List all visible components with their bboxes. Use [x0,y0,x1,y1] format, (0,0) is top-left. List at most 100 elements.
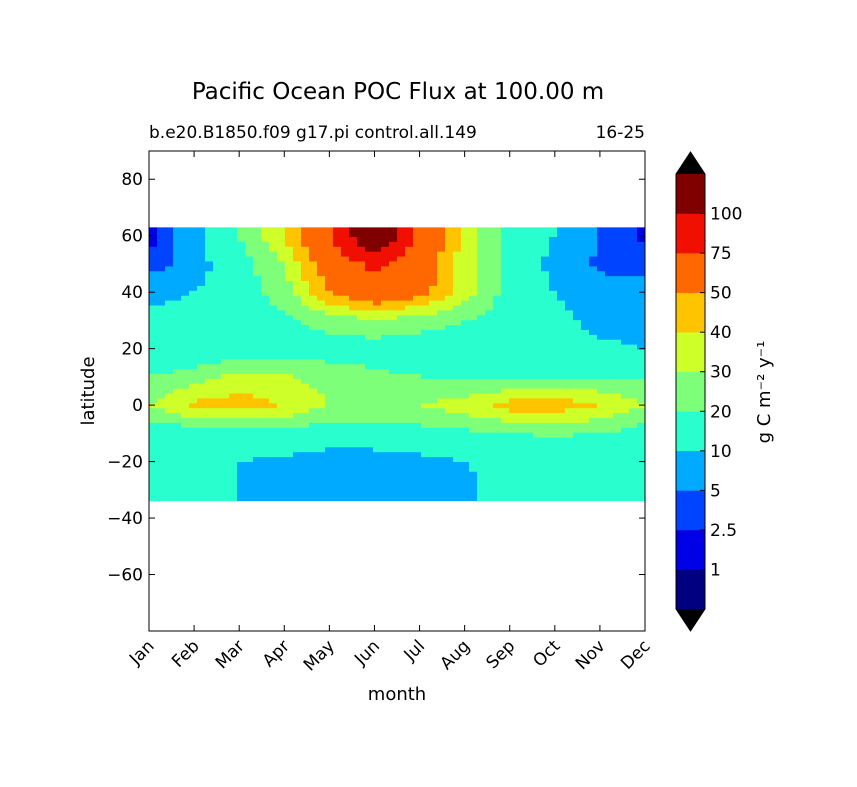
contour-cell [557,246,566,253]
contour-cell [261,359,270,365]
contour-cell [613,256,622,263]
contour-cell [301,442,310,448]
contour-cell [309,285,318,292]
contour-cell [293,427,302,434]
contour-cell [277,432,286,439]
contour-cell [389,364,398,370]
contour-cell [301,349,310,355]
contour-cell [469,466,478,473]
contour-cell [461,496,470,502]
contour-cell [389,466,398,473]
contour-cell [501,305,510,311]
contour-cell [181,461,190,468]
contour-cell [357,344,366,351]
contour-cell [493,325,502,331]
contour-cell [541,290,550,297]
contour-cell [533,329,542,336]
contour-cell [189,364,198,370]
contour-cell [605,329,614,336]
contour-cell [325,266,334,272]
contour-cell [229,422,238,429]
contour-cell [397,364,406,370]
contour-cell [317,320,326,326]
contour-cell [637,232,645,238]
contour-cell [429,359,438,365]
contour-cell [253,491,262,497]
contour-cell [285,276,294,282]
contour-cell [173,427,182,434]
contour-cell [469,403,478,409]
contour-cell [469,378,478,385]
contour-cell [573,320,582,326]
contour-cell [189,486,198,492]
contour-cell [605,237,614,243]
contour-cell [237,422,246,429]
contour-cell [229,481,238,488]
contour-cell [565,334,574,341]
contour-cell [237,256,246,263]
contour-cell [261,271,270,277]
contour-cell [469,339,478,346]
contour-cell [389,437,398,444]
contour-cell [573,232,582,238]
contour-cell [197,276,206,282]
contour-cell [285,496,294,502]
contour-cell [333,378,342,385]
contour-cell [325,417,334,424]
contour-cell [277,457,286,463]
contour-cell [565,388,574,395]
contour-cell [557,364,566,370]
contour-cell [405,271,414,277]
contour-cell [253,466,262,473]
contour-cell [293,359,302,365]
contour-cell [637,427,645,434]
contour-cell [405,364,414,370]
contour-cell [413,457,422,463]
contour-cell [205,457,214,463]
contour-cell [381,373,390,380]
contour-cell [453,339,462,346]
contour-cell [605,408,614,414]
contour-cell [501,232,510,238]
contour-cell [605,461,614,468]
contour-cell [301,403,310,409]
contour-cell [389,227,398,233]
contour-cell [317,339,326,346]
contour-cell [485,496,494,502]
contour-cell [189,334,198,341]
contour-cell [581,388,590,395]
contour-cell [501,427,510,434]
contour-cell [605,344,614,351]
contour-cell [501,266,510,272]
contour-cell [589,408,598,414]
contour-cell [333,447,342,453]
contour-cell [557,310,566,316]
contour-cell [429,344,438,351]
contour-cell [573,305,582,311]
contour-cell [589,373,598,380]
contour-cell [477,422,486,429]
contour-cell [221,403,230,409]
contour-cell [381,334,390,341]
contour-cell [597,281,606,287]
contour-cell [253,281,262,287]
contour-cell [341,432,350,439]
contour-cell [509,388,518,395]
contour-cell [501,476,510,483]
contour-cell [637,461,645,468]
contour-cell [301,325,310,331]
contour-cell [277,373,286,380]
contour-cell [285,481,294,488]
contour-cell [309,364,318,370]
contour-cell [421,466,430,473]
contour-cell [477,315,486,321]
contour-cell [445,329,454,336]
contour-cell [285,300,294,307]
contour-cell [253,471,262,478]
contour-cell [229,266,238,272]
contour-cell [181,325,190,331]
contour-cell [165,476,174,483]
contour-cell [525,329,534,336]
contour-cell [437,491,446,497]
